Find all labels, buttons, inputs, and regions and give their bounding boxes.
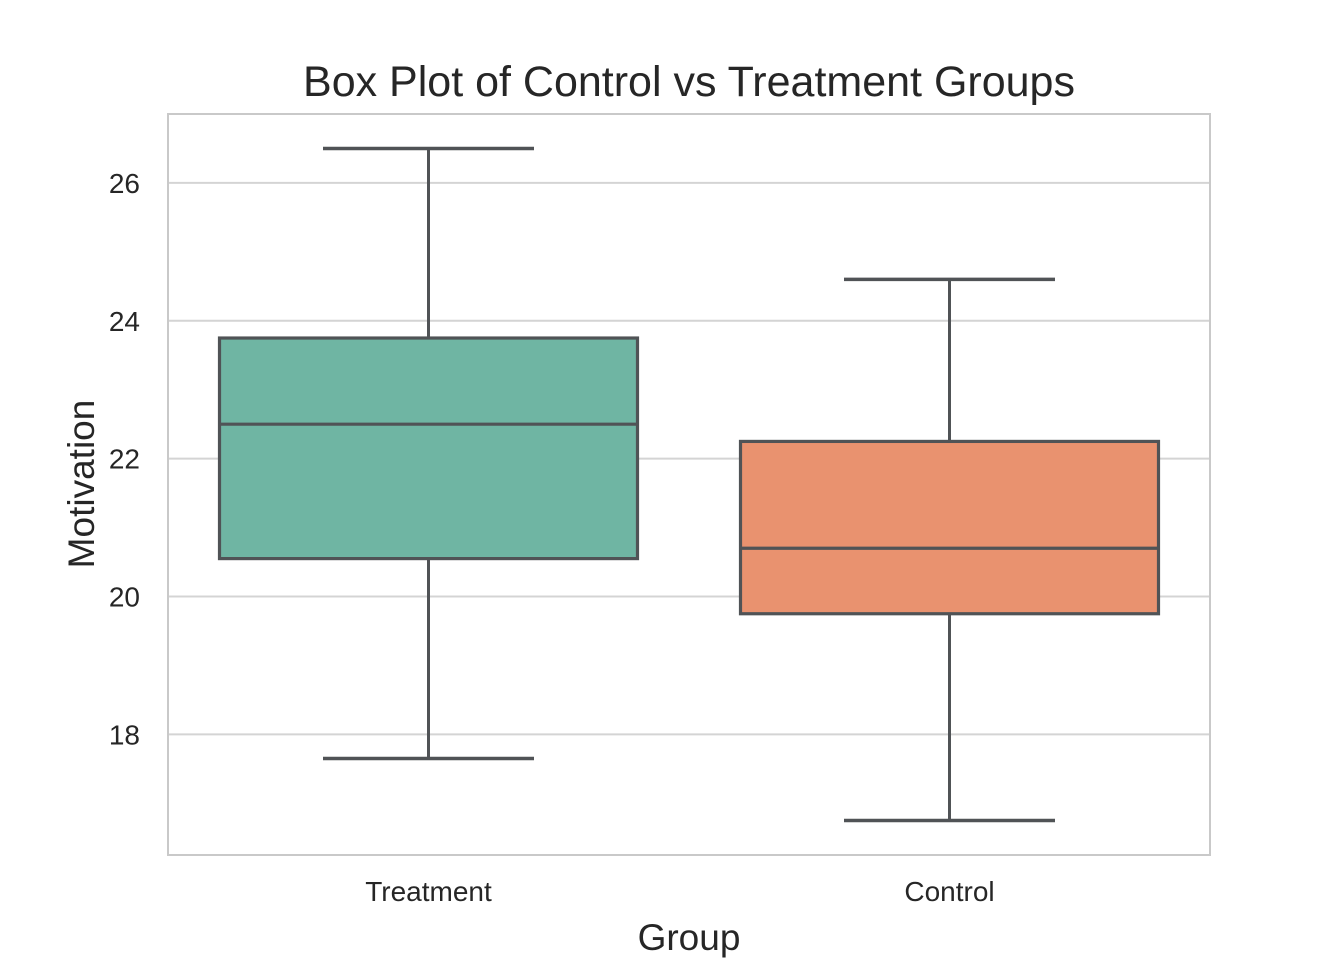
y-tick-label-26: 26 — [109, 168, 140, 199]
y-tick-label-22: 22 — [109, 444, 140, 475]
plot-border — [167, 113, 1211, 856]
x-axis-label: Group — [638, 917, 741, 958]
y-tick-label-18: 18 — [109, 719, 140, 750]
y-tick-label-20: 20 — [109, 582, 140, 613]
plot-area: 18 20 22 24 26 Treatment Control — [109, 113, 1211, 907]
y-tick-label-24: 24 — [109, 306, 140, 337]
y-axis-label: Motivation — [61, 400, 102, 569]
chart-title: Box Plot of Control vs Treatment Groups — [303, 58, 1075, 106]
box-treatment — [217, 336, 640, 561]
box-control — [738, 439, 1161, 616]
x-tick-label-treatment: Treatment — [365, 876, 492, 907]
x-tick-label-control: Control — [904, 876, 994, 907]
